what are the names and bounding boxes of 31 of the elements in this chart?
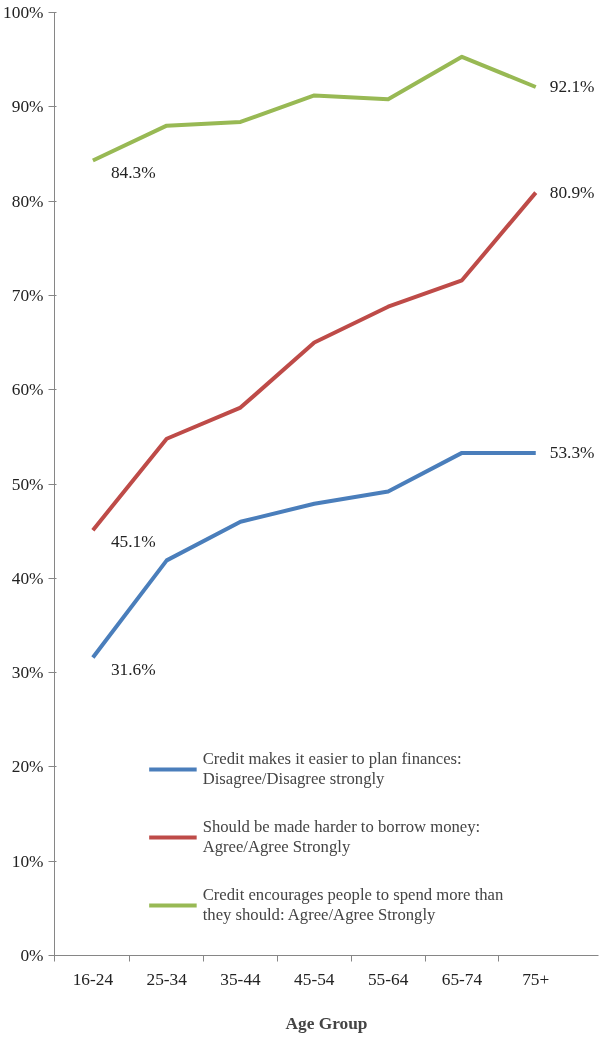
legend-label: Credit encourages people to spend more than they should: Agree/Agree Strongly bbox=[202, 885, 504, 925]
data-label: 92.1% bbox=[549, 77, 595, 97]
x-tick-label: 16-24 bbox=[72, 969, 114, 989]
y-tick-label: 100% bbox=[3, 3, 44, 22]
x-tick-label: 35-44 bbox=[220, 969, 262, 989]
data-label: 80.9% bbox=[549, 183, 595, 203]
y-tick-label: 60% bbox=[11, 380, 44, 400]
data-label: 84.3% bbox=[110, 162, 156, 182]
data-label: 45.1% bbox=[110, 532, 156, 552]
y-tick-label: 0% bbox=[20, 946, 44, 965]
data-label: 31.6% bbox=[110, 659, 156, 679]
x-tick-label: 75+ bbox=[522, 969, 550, 989]
y-tick-label: 90% bbox=[11, 97, 44, 117]
line-series bbox=[90, 190, 538, 533]
y-tick-label: 80% bbox=[11, 191, 44, 211]
y-tick-label: 40% bbox=[11, 568, 44, 588]
x-tick-label: 25-34 bbox=[146, 969, 188, 989]
y-tick-label: 10% bbox=[11, 851, 44, 871]
legend-label: Credit makes it easier to plan finances: Disagree/Disagree strongly bbox=[202, 749, 462, 789]
x-axis-title: Age Group bbox=[285, 1013, 368, 1033]
y-tick-label: 50% bbox=[11, 474, 44, 494]
legend-label: Should be made harder to borrow money: Agree/Agree Strongly bbox=[202, 817, 481, 857]
line-series bbox=[90, 450, 538, 660]
y-tick-label: 30% bbox=[11, 663, 44, 683]
y-tick-label: 20% bbox=[11, 757, 44, 777]
data-label: 53.3% bbox=[549, 443, 595, 463]
x-tick-label: 55-64 bbox=[367, 969, 409, 989]
y-tick-label: 70% bbox=[11, 285, 44, 305]
x-tick-label: 45-54 bbox=[294, 969, 335, 989]
line-series bbox=[90, 54, 538, 163]
x-tick-label: 65-74 bbox=[441, 969, 483, 989]
